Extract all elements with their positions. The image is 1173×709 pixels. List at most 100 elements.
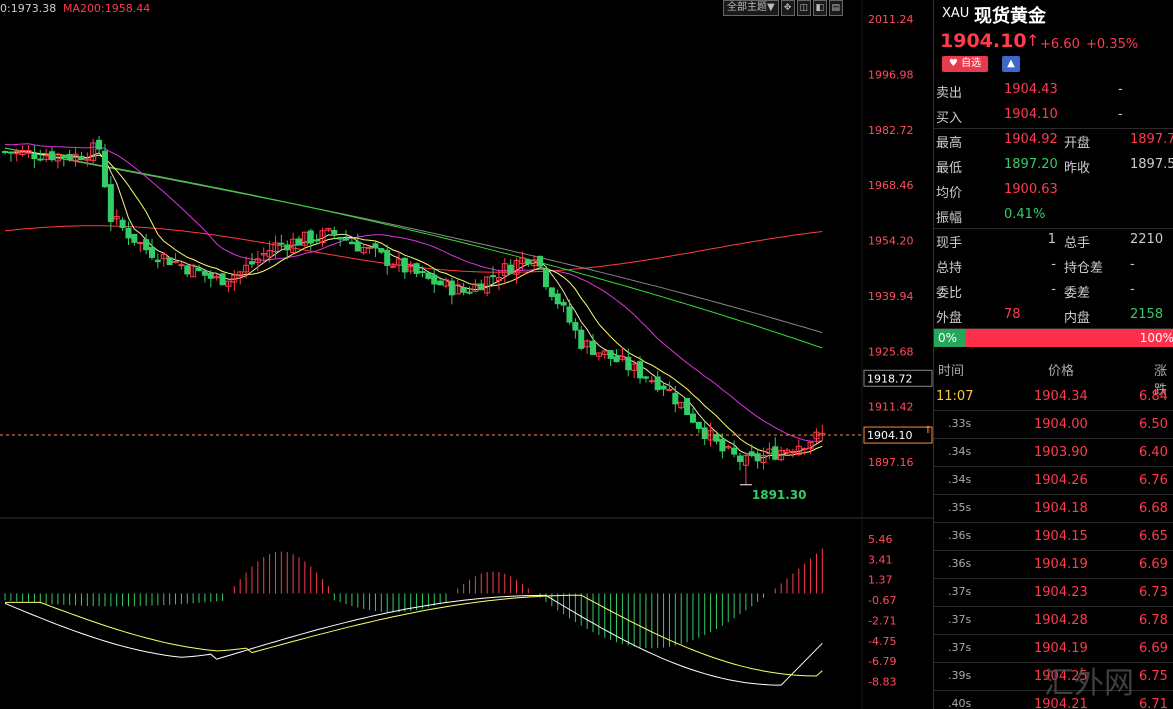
candle-body bbox=[625, 356, 632, 371]
tick-time: .37s bbox=[948, 641, 972, 654]
candle-body bbox=[395, 258, 402, 266]
candle-body bbox=[284, 244, 291, 251]
ma30-line bbox=[4, 147, 823, 349]
tick-row[interactable]: .35s 1904.18 6.68 bbox=[934, 495, 1173, 523]
ma5-line bbox=[4, 150, 823, 459]
tick-time: .39s bbox=[948, 669, 972, 682]
chart-area[interactable]: 2011.24 1996.98 1982.72 1968.46 1954.20 1939.… bbox=[0, 0, 933, 709]
tick-price: 1904.19 bbox=[1034, 641, 1088, 656]
candle-body bbox=[737, 455, 743, 462]
price-tick-label: 1911.42 bbox=[868, 401, 914, 414]
candle-body bbox=[248, 261, 255, 265]
candle-body bbox=[49, 151, 56, 161]
quote-row: 振幅 0.41% bbox=[934, 203, 1173, 228]
more-icon[interactable]: ▤ bbox=[828, 0, 843, 16]
candle-body bbox=[384, 249, 391, 266]
candle-body bbox=[742, 455, 749, 466]
price-tick-label: 1939.94 bbox=[868, 290, 914, 303]
candle-body bbox=[578, 329, 585, 349]
theme-select-button[interactable]: 全部主题▼ bbox=[723, 0, 779, 16]
tick-row[interactable]: .36s 1904.15 6.65 bbox=[934, 523, 1173, 551]
candle-body bbox=[401, 257, 408, 273]
tick-change: 6.68 bbox=[1139, 501, 1168, 516]
tick-divider bbox=[934, 410, 1173, 411]
bell-icon[interactable]: ▲ bbox=[1002, 56, 1020, 72]
candle-body bbox=[337, 236, 344, 240]
tick-change: 6.71 bbox=[1139, 697, 1168, 709]
candle-body bbox=[501, 263, 508, 277]
quote-label: 总持 bbox=[936, 261, 963, 276]
candle-body bbox=[490, 275, 497, 278]
quote-value-2: 1897.5 bbox=[1130, 157, 1173, 172]
candle-body bbox=[678, 401, 685, 409]
candle-body bbox=[272, 242, 279, 252]
candle-body bbox=[807, 441, 814, 449]
tick-price: 1903.90 bbox=[1034, 445, 1088, 460]
candle-body bbox=[566, 306, 573, 323]
quote-label: 均价 bbox=[936, 186, 963, 201]
tick-time: .34s bbox=[948, 473, 972, 486]
candle-body bbox=[572, 322, 579, 331]
candle-body bbox=[542, 268, 549, 288]
zoom-in-icon[interactable]: ◫ bbox=[796, 0, 811, 16]
macd-dea-line bbox=[5, 594, 823, 677]
tick-row[interactable]: 11:07 1904.34 6.84 bbox=[934, 383, 1173, 411]
quote-value-2: - bbox=[1118, 82, 1123, 97]
tick-row[interactable]: .36s 1904.19 6.69 bbox=[934, 551, 1173, 579]
candle-body bbox=[584, 340, 591, 348]
candle-body bbox=[666, 388, 673, 391]
candle-body bbox=[507, 264, 514, 274]
quote-value: - bbox=[1051, 282, 1056, 297]
candle-body bbox=[225, 280, 232, 287]
quote-label: 振幅 bbox=[936, 211, 963, 226]
tick-change: 6.84 bbox=[1139, 389, 1168, 404]
price-tick-label: 1954.20 bbox=[868, 235, 914, 248]
tick-row[interactable]: .37s 1904.19 6.69 bbox=[934, 635, 1173, 663]
tick-row[interactable]: .37s 1904.28 6.78 bbox=[934, 607, 1173, 635]
tick-header-time: 时间 bbox=[938, 364, 965, 379]
tick-change: 6.73 bbox=[1139, 585, 1168, 600]
candle-body bbox=[237, 271, 244, 277]
candle-body bbox=[425, 272, 432, 279]
candle-body bbox=[631, 363, 638, 371]
candle-body bbox=[754, 453, 761, 462]
price-tick-label: 1996.98 bbox=[868, 68, 914, 81]
tick-row[interactable]: .33s 1904.00 6.50 bbox=[934, 411, 1173, 439]
tick-divider bbox=[934, 438, 1173, 439]
candle-body bbox=[725, 446, 732, 449]
tick-price: 1904.23 bbox=[1034, 585, 1088, 600]
kline-chart[interactable]: 2011.24 1996.98 1982.72 1968.46 1954.20 1939.… bbox=[0, 0, 933, 709]
candle-body bbox=[101, 150, 108, 188]
crosshair-price-text: 1918.72 bbox=[867, 372, 913, 385]
zoom-out-icon[interactable]: ◧ bbox=[812, 0, 827, 16]
current-price-text: 1904.10 bbox=[867, 429, 913, 442]
candle-body bbox=[78, 155, 85, 161]
candle-body bbox=[90, 142, 97, 161]
price-tick-label: 1968.46 bbox=[868, 179, 914, 192]
price-tick-label: 2011.24 bbox=[868, 13, 914, 26]
candle-body bbox=[301, 231, 308, 246]
quote-value: 0.41% bbox=[1004, 207, 1046, 222]
candle-body bbox=[372, 243, 379, 249]
tick-time: .37s bbox=[948, 585, 972, 598]
candle-body bbox=[443, 279, 449, 287]
tick-price: 1904.18 bbox=[1034, 501, 1088, 516]
layout-grid-icon[interactable]: ✥ bbox=[780, 0, 795, 16]
add-favorite-button[interactable]: ♥ 自选 bbox=[942, 56, 988, 72]
tick-header-price: 价格 bbox=[1048, 364, 1075, 379]
candle-body bbox=[325, 228, 332, 231]
tick-row[interactable]: .40s 1904.21 6.71 bbox=[934, 691, 1173, 709]
candle-body bbox=[54, 153, 61, 162]
tick-row[interactable]: .34s 1903.90 6.40 bbox=[934, 439, 1173, 467]
tick-price: 1904.19 bbox=[1034, 557, 1088, 572]
chart-toolbar: 全部主题▼ ✥ ◫ ◧ ▤ bbox=[723, 0, 843, 16]
candle-body bbox=[595, 352, 602, 357]
tick-price: 1904.34 bbox=[1034, 389, 1088, 404]
tick-row[interactable]: .37s 1904.23 6.73 bbox=[934, 579, 1173, 607]
tick-time: .36s bbox=[948, 529, 972, 542]
candle-body bbox=[43, 154, 50, 160]
candle-body bbox=[219, 273, 226, 286]
tick-row[interactable]: .34s 1904.26 6.76 bbox=[934, 467, 1173, 495]
quote-label: 现手 bbox=[936, 236, 963, 251]
tick-row[interactable]: .39s 1904.25 6.75 bbox=[934, 663, 1173, 691]
